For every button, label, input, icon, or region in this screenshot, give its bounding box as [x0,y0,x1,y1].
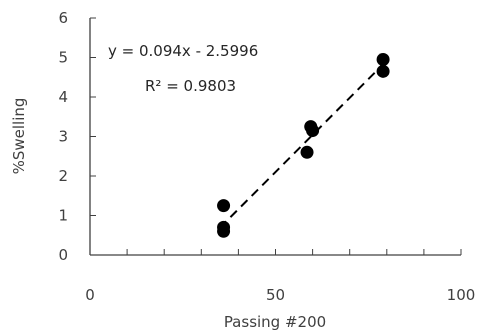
data-point [217,199,231,213]
data-point [376,64,390,78]
y-tick-label: 2 [58,167,68,185]
r-squared-value: R² = 0.9803 [145,77,236,95]
trendline-equation: y = 0.094x - 2.5996 [108,42,258,60]
data-points [217,52,390,238]
x-axis-ticks: 0 50 100 [85,249,475,304]
data-point [376,52,390,66]
trendline [219,67,381,229]
y-tick-label: 5 [58,49,68,67]
y-tick-label: 3 [58,128,68,146]
x-tick-label: 0 [85,286,95,304]
y-tick-label: 0 [58,246,68,264]
x-axis-label: Passing #200 [224,313,326,331]
y-axis-label: %Swelling [10,98,28,175]
data-point [300,145,314,159]
trendline-group [219,67,381,229]
y-tick-label: 4 [58,88,68,106]
x-tick-label: 50 [266,286,285,304]
y-axis-ticks: 0 1 2 3 4 5 6 [58,9,96,264]
data-point [217,220,231,234]
y-tick-label: 1 [58,207,68,225]
data-point [306,124,320,138]
x-tick-label: 100 [447,286,476,304]
y-tick-label: 6 [58,9,68,27]
